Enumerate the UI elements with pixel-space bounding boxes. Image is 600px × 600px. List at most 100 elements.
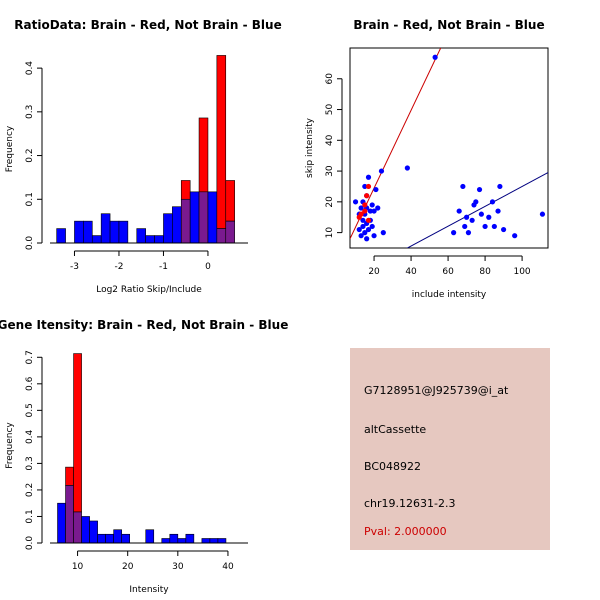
overlap-bar bbox=[225, 220, 235, 244]
y-tick-label: 0.5 bbox=[25, 403, 35, 417]
not-brain-point bbox=[463, 214, 470, 220]
not-brain-point bbox=[465, 230, 472, 236]
x-axis-label: Log2 Ratio Skip/Include bbox=[96, 285, 202, 295]
x-tick-label: -1 bbox=[159, 262, 168, 272]
y-axis-label: skip intensity bbox=[305, 117, 315, 178]
chart-title: Gene Itensity: Brain - Red, Not Brain - … bbox=[0, 318, 288, 332]
not-brain-point bbox=[473, 199, 479, 205]
intensity-histogram: Gene Itensity: Brain - Red, Not Brain - … bbox=[0, 318, 288, 595]
not-brain-point bbox=[432, 54, 438, 60]
not-brain-bar bbox=[109, 220, 120, 244]
not-brain-bar bbox=[201, 538, 211, 544]
event-type: altCassette bbox=[364, 423, 427, 436]
brain-point bbox=[362, 208, 368, 214]
brain-bar bbox=[65, 466, 74, 486]
y-tick-label: 0.7 bbox=[25, 350, 35, 364]
p-value: Pval: 2.000000 bbox=[364, 525, 447, 538]
not-brain-bar bbox=[57, 502, 66, 544]
probe-id: G7128951@J925739@i_at bbox=[364, 384, 509, 397]
not-brain-point bbox=[478, 211, 484, 217]
x-tick-label: 100 bbox=[513, 267, 530, 277]
brain-bar bbox=[73, 353, 82, 513]
y-axis-label: Frequency bbox=[5, 422, 15, 469]
not-brain-point bbox=[460, 183, 466, 190]
not-brain-bar bbox=[74, 220, 84, 244]
not-brain-bar bbox=[118, 220, 129, 244]
not-brain-point bbox=[371, 233, 377, 239]
x-tick-label: 30 bbox=[172, 562, 184, 572]
not-brain-bar bbox=[100, 213, 111, 244]
not-brain-point bbox=[358, 233, 364, 239]
brain-bar bbox=[180, 180, 191, 200]
y-tick-label: 10 bbox=[325, 227, 335, 239]
not-brain-bar bbox=[105, 533, 114, 544]
not-brain-point bbox=[486, 214, 492, 220]
not-brain-bar bbox=[185, 533, 195, 544]
ratio-histogram: RatioData: Brain - Red, Not Brain - Blue… bbox=[5, 18, 282, 295]
not-brain-point bbox=[451, 230, 457, 236]
not-brain-point bbox=[365, 174, 372, 180]
y-tick-label: 0.1 bbox=[25, 509, 35, 523]
y-tick-label: 0.4 bbox=[25, 429, 35, 444]
y-tick-label: 0.0 bbox=[25, 536, 35, 551]
y-tick-label: 0.2 bbox=[25, 483, 35, 497]
not-brain-point bbox=[360, 223, 366, 230]
brain-point bbox=[365, 183, 372, 190]
not-brain-point bbox=[378, 168, 385, 174]
brain-bar bbox=[225, 180, 235, 222]
not-brain-point bbox=[495, 208, 501, 214]
x-tick-label: 40 bbox=[405, 267, 417, 277]
not-brain-point bbox=[369, 202, 375, 208]
not-brain-point bbox=[373, 186, 379, 193]
x-tick-label: 20 bbox=[122, 562, 134, 572]
not-brain-bar bbox=[207, 191, 218, 244]
brain-point bbox=[358, 211, 364, 217]
not-brain-bar bbox=[172, 206, 182, 244]
not-brain-point bbox=[369, 223, 375, 230]
not-brain-point bbox=[380, 230, 386, 236]
y-tick-label: 0.0 bbox=[25, 236, 35, 251]
x-tick-label: 10 bbox=[72, 562, 84, 572]
x-tick-label: 0 bbox=[205, 262, 211, 272]
chart-title: RatioData: Brain - Red, Not Brain - Blue bbox=[14, 18, 281, 32]
genomic-location: chr19.12631-2.3 bbox=[364, 497, 456, 510]
not-brain-point bbox=[367, 208, 373, 214]
not-brain-point bbox=[364, 236, 370, 242]
not-brain-point bbox=[489, 199, 496, 205]
not-brain-bar bbox=[163, 213, 173, 244]
scatter-points bbox=[352, 54, 546, 242]
x-tick-label: 40 bbox=[222, 562, 234, 572]
not-brain-point bbox=[371, 208, 377, 214]
x-axis-label: Intensity bbox=[129, 585, 169, 595]
not-brain-bar bbox=[161, 538, 171, 544]
y-tick-label: 0.3 bbox=[25, 456, 35, 470]
y-tick-label: 60 bbox=[325, 73, 335, 85]
y-tick-label: 30 bbox=[325, 165, 335, 177]
not-brain-point bbox=[358, 205, 364, 211]
not-brain-bar bbox=[56, 228, 66, 244]
brain-bar bbox=[216, 55, 227, 229]
not-brain-bar bbox=[136, 228, 146, 244]
not-brain-point bbox=[500, 226, 507, 233]
x-tick-label: 20 bbox=[368, 267, 380, 277]
not-brain-bar bbox=[209, 538, 219, 544]
x-tick-label: 60 bbox=[442, 267, 454, 277]
not-brain-point bbox=[482, 223, 488, 230]
not-brain-point bbox=[462, 223, 468, 230]
not-brain-point bbox=[356, 226, 362, 233]
not-brain-bar bbox=[89, 520, 98, 544]
not-brain-bar bbox=[177, 538, 187, 544]
plot-frame bbox=[349, 47, 549, 249]
fit-lines bbox=[350, 48, 548, 248]
overlap-bar bbox=[73, 511, 82, 544]
brain-point bbox=[365, 217, 372, 223]
intensity-scatterplot: Brain - Red, Not Brain - Blue include int… bbox=[305, 18, 549, 300]
not-brain-point bbox=[456, 208, 462, 214]
not-brain-bar bbox=[189, 191, 200, 244]
overlap-bar bbox=[180, 198, 191, 244]
histogram-bars bbox=[57, 353, 227, 544]
not-brain-point bbox=[476, 186, 483, 193]
overlap-bar bbox=[216, 228, 227, 244]
x-tick-label: 80 bbox=[479, 267, 491, 277]
